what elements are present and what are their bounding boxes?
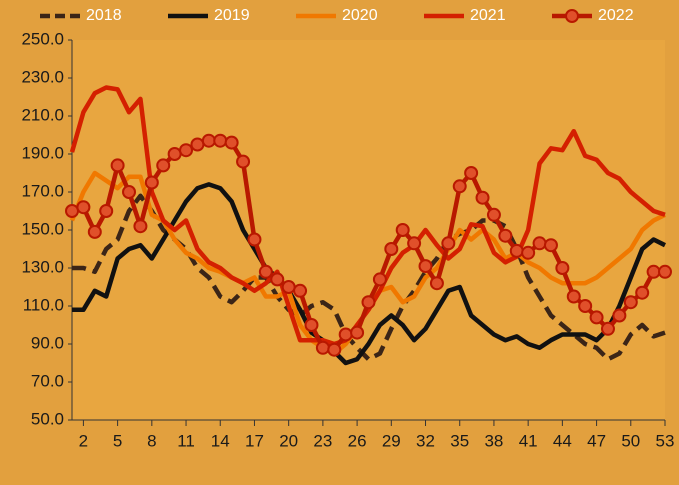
y-tick-label: 110.0 bbox=[23, 295, 64, 314]
legend-label: 2019 bbox=[214, 7, 250, 24]
y-tick-label: 90.0 bbox=[31, 333, 64, 352]
series-marker bbox=[532, 236, 547, 251]
y-tick-label: 70.0 bbox=[31, 371, 64, 390]
series-marker bbox=[304, 318, 319, 332]
x-tick-label: 20 bbox=[279, 431, 298, 450]
series-marker bbox=[293, 283, 308, 298]
series-marker bbox=[486, 207, 501, 222]
series-marker bbox=[122, 185, 137, 199]
series-marker bbox=[407, 236, 422, 251]
y-tick-label: 230.0 bbox=[21, 67, 64, 86]
series-marker bbox=[543, 238, 558, 253]
x-tick-label: 23 bbox=[313, 431, 332, 450]
series-marker bbox=[213, 133, 228, 148]
x-tick-label: 5 bbox=[113, 431, 122, 450]
series-marker bbox=[498, 228, 513, 243]
x-tick-label: 32 bbox=[416, 431, 435, 450]
series-marker bbox=[179, 143, 194, 158]
series-marker bbox=[509, 243, 524, 258]
series-marker bbox=[635, 285, 650, 300]
legend-label: 2022 bbox=[598, 7, 634, 24]
x-tick-label: 41 bbox=[519, 431, 538, 450]
series-marker bbox=[76, 200, 91, 215]
series-marker bbox=[372, 272, 387, 287]
series-marker bbox=[600, 321, 615, 336]
series-marker bbox=[87, 224, 102, 239]
x-tick-label: 38 bbox=[484, 431, 503, 450]
y-tick-label: 210.0 bbox=[21, 105, 64, 124]
series-marker bbox=[65, 204, 79, 218]
series-marker bbox=[270, 272, 285, 287]
legend-marker bbox=[565, 9, 579, 23]
series-line bbox=[72, 193, 666, 362]
series-marker bbox=[350, 325, 365, 340]
x-tick-label: 53 bbox=[656, 431, 675, 450]
x-tick-label: 50 bbox=[621, 431, 640, 450]
series-marker bbox=[133, 219, 148, 234]
y-tick-label: 150.0 bbox=[21, 219, 64, 238]
series-marker bbox=[384, 242, 399, 256]
series-marker bbox=[623, 295, 638, 310]
x-tick-label: 17 bbox=[245, 431, 264, 450]
x-tick-label: 26 bbox=[348, 431, 367, 450]
series-marker bbox=[99, 204, 114, 218]
series-marker bbox=[224, 135, 239, 150]
x-tick-label: 11 bbox=[177, 431, 195, 450]
series-marker bbox=[441, 236, 456, 251]
series-marker bbox=[144, 175, 159, 190]
series-marker bbox=[258, 264, 273, 279]
series-marker bbox=[315, 340, 330, 355]
series-marker bbox=[589, 310, 604, 325]
series-marker bbox=[578, 299, 593, 313]
x-tick-label: 8 bbox=[147, 431, 156, 450]
y-tick-label: 250.0 bbox=[21, 29, 64, 48]
legend-label: 2018 bbox=[86, 7, 122, 24]
y-tick-label: 50.0 bbox=[31, 409, 64, 428]
series-marker bbox=[201, 133, 216, 148]
x-tick-label: 29 bbox=[382, 431, 401, 450]
series-marker bbox=[418, 259, 433, 274]
y-tick-label: 190.0 bbox=[21, 143, 64, 162]
series-marker bbox=[566, 289, 581, 304]
x-tick-label: 2 bbox=[79, 431, 88, 450]
series-marker bbox=[361, 295, 376, 310]
series-marker bbox=[646, 264, 661, 279]
series-marker bbox=[429, 276, 444, 291]
series-marker bbox=[327, 342, 342, 357]
x-tick-label: 35 bbox=[450, 431, 469, 450]
series-marker bbox=[236, 154, 251, 169]
series-marker bbox=[190, 137, 205, 152]
series-marker bbox=[395, 223, 410, 237]
series-marker bbox=[555, 261, 570, 275]
series-marker bbox=[110, 158, 125, 173]
x-tick-label: 44 bbox=[553, 431, 572, 450]
series-marker bbox=[167, 147, 182, 161]
y-tick-label: 170.0 bbox=[21, 181, 64, 200]
series-marker bbox=[452, 179, 467, 194]
y-tick-label: 130.0 bbox=[21, 257, 64, 276]
legend-label: 2020 bbox=[342, 7, 378, 24]
x-tick-label: 14 bbox=[211, 431, 230, 450]
series-marker bbox=[475, 190, 490, 205]
series-marker bbox=[521, 245, 536, 260]
series-marker bbox=[658, 264, 672, 279]
series-marker bbox=[281, 280, 296, 294]
series-marker bbox=[612, 308, 627, 323]
series-line bbox=[69, 85, 666, 347]
series-marker bbox=[156, 158, 171, 173]
legend-label: 2021 bbox=[470, 7, 506, 24]
series-marker bbox=[338, 327, 353, 342]
series-marker bbox=[464, 166, 479, 180]
x-tick-label: 47 bbox=[587, 431, 606, 450]
series-marker bbox=[247, 232, 262, 247]
